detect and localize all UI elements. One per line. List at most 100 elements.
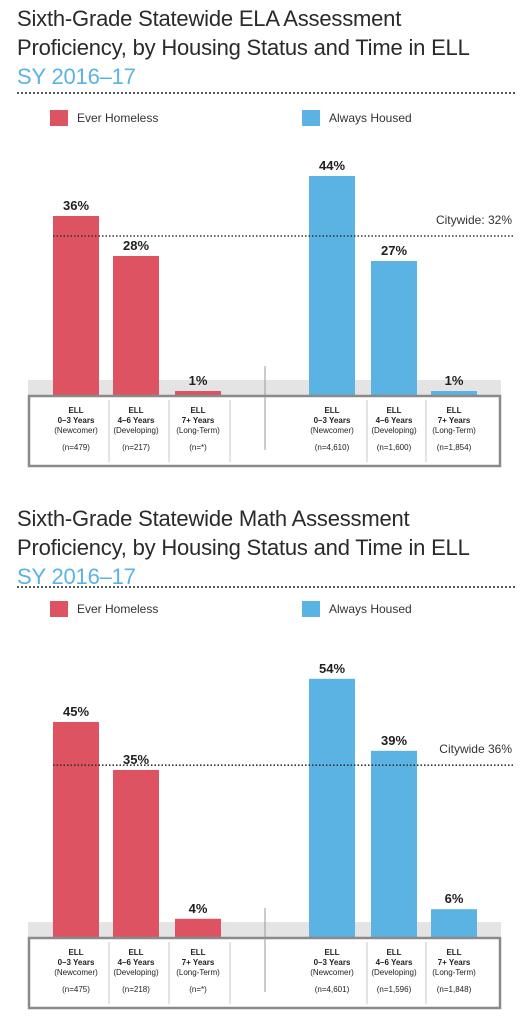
- tick-label: ELL: [446, 948, 461, 957]
- tick-label: ELL: [190, 406, 205, 415]
- legend-label-ever-homeless: Ever Homeless: [77, 111, 159, 125]
- data-label: 1%: [189, 373, 208, 388]
- tick-label-n: (n=217): [122, 443, 150, 452]
- chart-title-line-1: Sixth-Grade Statewide ELA Assessment: [17, 6, 402, 31]
- tick-label-n: (n=475): [62, 985, 90, 994]
- math-chart-panel: Sixth-Grade Statewide Math Assessment Pr…: [0, 500, 527, 1024]
- chart-subtitle: SY 2016–17: [17, 564, 136, 589]
- title-divider: [17, 586, 515, 588]
- tick-label: (Newcomer): [310, 426, 354, 435]
- tick-label: (Developing): [113, 968, 159, 977]
- bar: [53, 722, 99, 938]
- citywide-reference-label: Citywide: 32%: [436, 213, 512, 227]
- citywide-reference-label: Citywide 36%: [439, 742, 512, 756]
- data-label: 54%: [319, 661, 345, 676]
- tick-label: (Newcomer): [54, 968, 98, 977]
- chart-title-line-2: Proficiency, by Housing Status and Time …: [17, 35, 470, 60]
- tick-label: (Developing): [371, 426, 417, 435]
- legend-swatch-ever-homeless: [50, 110, 68, 126]
- data-label: 45%: [63, 704, 89, 719]
- data-label: 39%: [381, 733, 407, 748]
- tick-label: 0–3 Years: [58, 416, 95, 425]
- data-label: 27%: [381, 243, 407, 258]
- tick-label: 7+ Years: [438, 958, 471, 967]
- tick-label: 4–6 Years: [118, 416, 155, 425]
- data-label: 28%: [123, 238, 149, 253]
- data-label: 4%: [189, 901, 208, 916]
- tick-label: ELL: [68, 948, 83, 957]
- bar: [309, 176, 355, 396]
- legend-label-always-housed: Always Housed: [329, 111, 412, 125]
- bar: [175, 391, 221, 396]
- ela-chart-panel: Sixth-Grade Statewide ELA Assessment Pro…: [0, 0, 527, 500]
- tick-label: ELL: [386, 948, 401, 957]
- tick-label-n: (n=1,600): [377, 443, 412, 452]
- tick-label: (Newcomer): [54, 426, 98, 435]
- tick-label-n: (n=1,848): [437, 985, 472, 994]
- bar: [53, 216, 99, 396]
- chart-title-line-1: Sixth-Grade Statewide Math Assessment: [17, 506, 410, 531]
- tick-label-n: (n=1,596): [377, 985, 412, 994]
- bar: [371, 261, 417, 396]
- chart-subtitle: SY 2016–17: [17, 64, 136, 89]
- tick-label-n: (n=218): [122, 985, 150, 994]
- tick-label: ELL: [68, 406, 83, 415]
- tick-label: 7+ Years: [182, 958, 215, 967]
- tick-label: (Long-Term): [432, 968, 476, 977]
- bar: [113, 256, 159, 396]
- data-label: 1%: [445, 373, 464, 388]
- chart-title: Sixth-Grade Statewide Math Assessment Pr…: [17, 504, 470, 591]
- data-label: 44%: [319, 158, 345, 173]
- tick-label: 0–3 Years: [58, 958, 95, 967]
- tick-label-n: (n=*): [189, 985, 207, 994]
- bar: [175, 918, 221, 938]
- tick-label: 7+ Years: [182, 416, 215, 425]
- tick-label: ELL: [128, 406, 143, 415]
- tick-label-n: (n=479): [62, 443, 90, 452]
- tick-label: (Long-Term): [176, 968, 220, 977]
- bar: [431, 909, 477, 938]
- tick-label: ELL: [190, 948, 205, 957]
- legend-label-always-housed: Always Housed: [329, 602, 412, 616]
- tick-label: 0–3 Years: [314, 416, 351, 425]
- legend-swatch-always-housed: [302, 110, 320, 126]
- tick-label: (Newcomer): [310, 968, 354, 977]
- tick-label: ELL: [446, 406, 461, 415]
- tick-label: (Developing): [371, 968, 417, 977]
- tick-label-n: (n=*): [189, 443, 207, 452]
- legend-label-ever-homeless: Ever Homeless: [77, 602, 159, 616]
- legend-item-ever-homeless: Ever Homeless: [50, 110, 158, 126]
- tick-label: 4–6 Years: [118, 958, 155, 967]
- data-label: 6%: [445, 891, 464, 906]
- tick-label-n: (n=1,854): [437, 443, 472, 452]
- chart-title: Sixth-Grade Statewide ELA Assessment Pro…: [17, 4, 470, 91]
- tick-label: (Developing): [113, 426, 159, 435]
- tick-label: 4–6 Years: [376, 416, 413, 425]
- tick-label: ELL: [324, 406, 339, 415]
- data-label: 36%: [63, 198, 89, 213]
- tick-label: 4–6 Years: [376, 958, 413, 967]
- tick-label: 7+ Years: [438, 416, 471, 425]
- bar: [309, 678, 355, 938]
- tick-label: 0–3 Years: [314, 958, 351, 967]
- data-label: 35%: [123, 752, 149, 767]
- tick-label: ELL: [324, 948, 339, 957]
- legend-swatch-ever-homeless: [50, 601, 68, 617]
- tick-label: ELL: [128, 948, 143, 957]
- tick-label-n: (n=4,610): [315, 443, 350, 452]
- legend-item-ever-homeless: Ever Homeless: [50, 601, 158, 617]
- tick-label: (Long-Term): [176, 426, 220, 435]
- bar: [371, 750, 417, 938]
- title-divider: [17, 92, 515, 94]
- legend-item-always-housed: Always Housed: [302, 110, 412, 126]
- legend-swatch-always-housed: [302, 601, 320, 617]
- chart-title-line-2: Proficiency, by Housing Status and Time …: [17, 535, 470, 560]
- legend-item-always-housed: Always Housed: [302, 601, 412, 617]
- tick-label: (Long-Term): [432, 426, 476, 435]
- tick-label-n: (n=4,601): [315, 985, 350, 994]
- bar: [431, 391, 477, 396]
- bar: [113, 770, 159, 938]
- tick-label: ELL: [386, 406, 401, 415]
